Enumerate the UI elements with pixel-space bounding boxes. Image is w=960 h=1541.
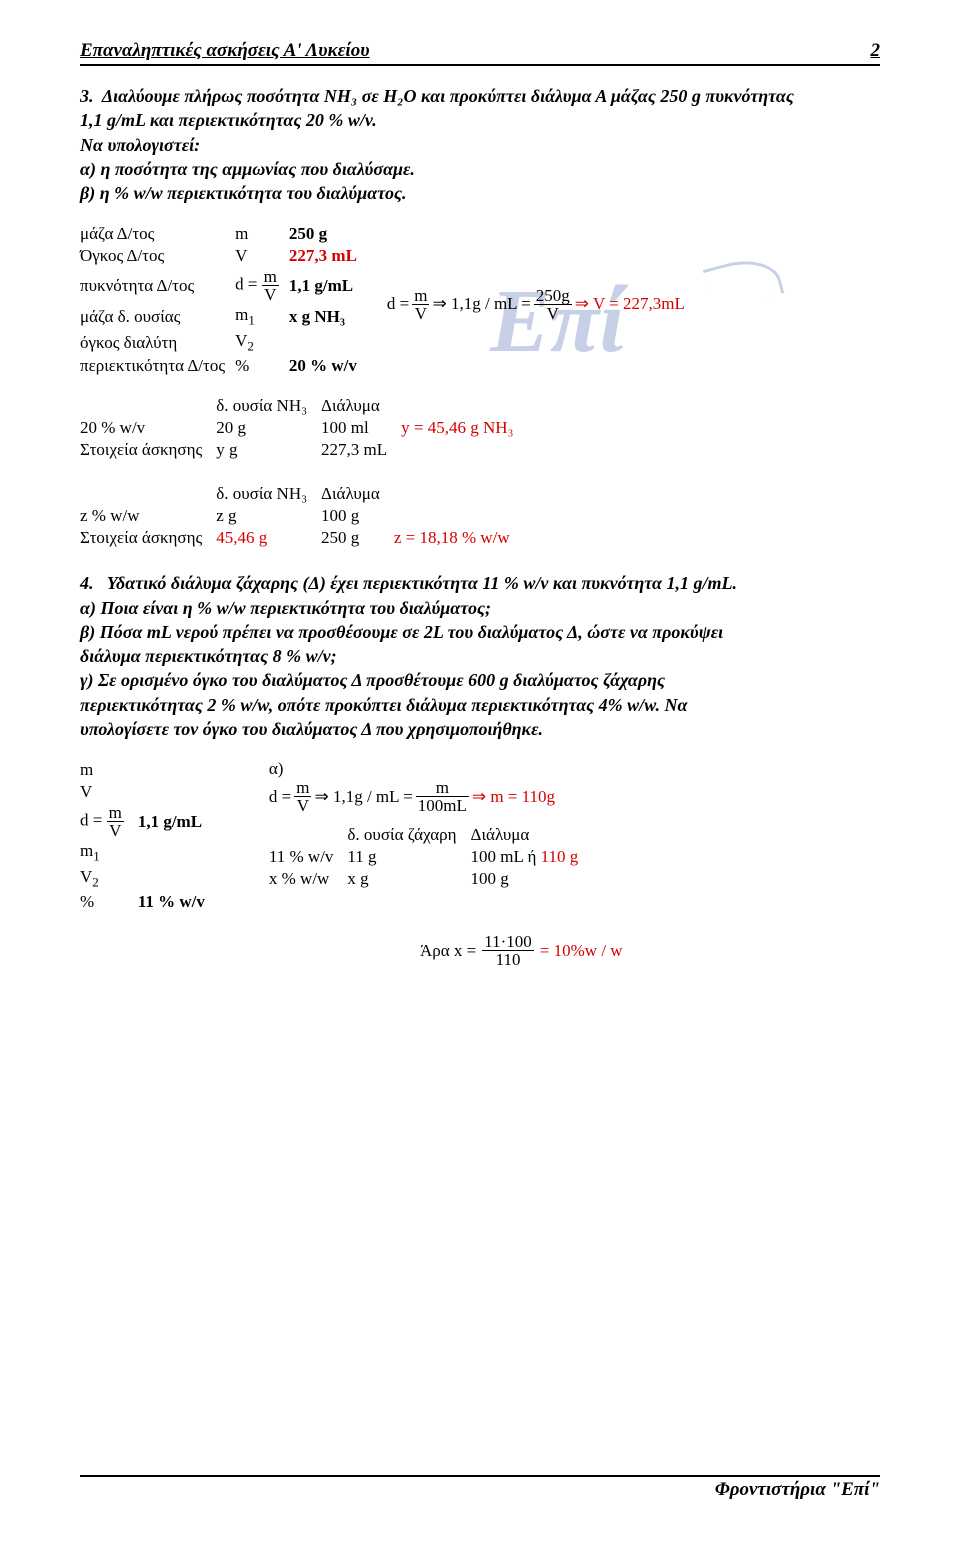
problem-3-table: μάζα Δ/τος m 250 g Όγκος Δ/τος V 227,3 m… — [80, 223, 367, 377]
header-title: Επαναληπτικές ασκήσεις Α' Λυκείου — [80, 40, 370, 62]
problem-3-density-equation: d = mV ⇒ 1,1g / mL = 250gV ⇒ V = 227,3mL — [387, 231, 685, 377]
problem-3-proportion-b: δ. ουσία NH₃ Διάλυμα z % w/w z g 100 g Σ… — [80, 483, 880, 549]
problem-3-proportion-a: δ. ουσία NH₃ Διάλυμα 20 % w/v 20 g 100 m… — [80, 395, 880, 461]
page-footer: Φροντιστήρια "Επί" — [80, 1475, 880, 1501]
problem-4-right-block: α) d = mV ⇒ 1,1g / mL = m100mL ⇒ m = 110… — [269, 759, 592, 913]
answer-z: z = 18,18 % w/w — [394, 527, 524, 549]
sol4-row1-sol: 100 mL ή 110 g — [471, 846, 593, 868]
problem-4-proportion-table: δ. ουσία ζάχαρη Διάλυμα 11 % w/v 11 g 10… — [269, 824, 592, 890]
problem-3-statement: 3. Διαλύουμε πλήρως ποσότητα ΝΗ₃ σε Η₂Ο … — [80, 84, 880, 205]
problem-4-solution: m V d = mV 1,1 g/mL m1 V2 %11 % w/v α) d… — [80, 759, 880, 913]
header-page-number: 2 — [871, 40, 881, 62]
problem-3-data: μάζα Δ/τος m 250 g Όγκος Δ/τος V 227,3 m… — [80, 223, 880, 377]
answer-y: y = 45,46 g NH₃ — [401, 417, 527, 439]
problem-4-left-table: m V d = mV 1,1 g/mL m1 V2 %11 % w/v — [80, 759, 219, 913]
page: Επαναληπτικές ασκήσεις Α' Λυκείου 2 Επί … — [0, 0, 960, 1541]
problem-4-answer-x: Άρα x = 11·100110 = 10%w / w — [420, 933, 880, 968]
problem-4-statement: 4. Υδατικό διάλυμα ζάχαρης (Δ) έχει περι… — [80, 571, 880, 741]
problem-4-density-equation: d = mV ⇒ 1,1g / mL = m100mL ⇒ m = 110g — [269, 779, 592, 814]
page-header: Επαναληπτικές ασκήσεις Α' Λυκείου 2 — [80, 40, 880, 66]
